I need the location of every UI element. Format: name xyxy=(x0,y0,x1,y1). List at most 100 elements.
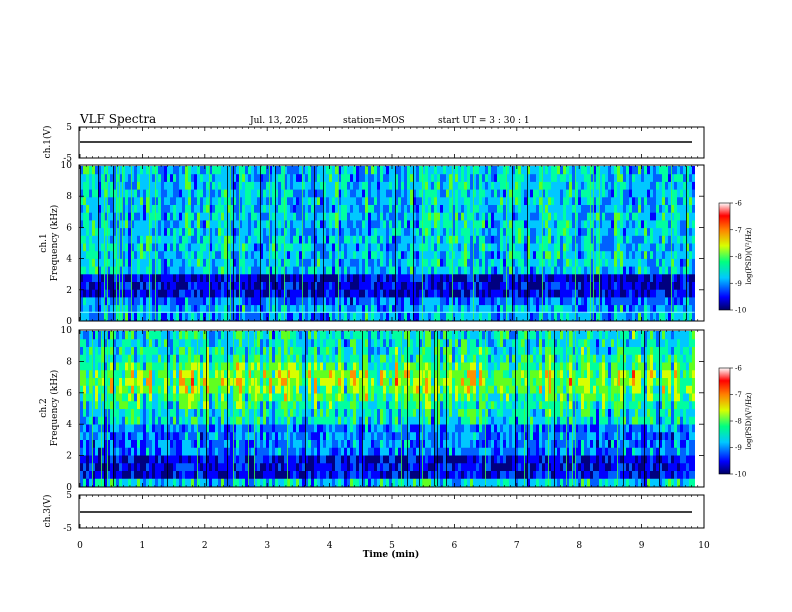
spectrogram-cell xyxy=(197,227,200,236)
spectrogram-cell xyxy=(182,243,185,252)
spectrogram-cell xyxy=(95,369,98,378)
spectrogram-cell xyxy=(554,281,557,290)
spectrogram-cell xyxy=(188,385,191,394)
spectrogram-cell xyxy=(428,181,431,190)
spectrogram-cell xyxy=(659,296,662,306)
spectrogram-cell xyxy=(110,166,113,175)
spectrogram-cell xyxy=(392,258,395,267)
spectrogram-cell xyxy=(122,235,125,244)
spectrogram-cell xyxy=(458,296,461,306)
spectrogram-cell xyxy=(479,196,482,205)
spectrogram-cell xyxy=(203,250,206,259)
spectrogram-cell xyxy=(662,304,665,313)
spectrogram-cell xyxy=(653,243,656,252)
spectrogram-cell xyxy=(332,304,335,313)
spectrogram-cell xyxy=(440,250,443,259)
spectrogram-cell xyxy=(230,212,233,221)
spectrogram-cell xyxy=(611,173,614,182)
spectrogram-cell xyxy=(143,431,146,440)
spectrogram-cell xyxy=(134,250,137,259)
spectrogram-cell xyxy=(149,273,152,282)
spectrogram-cell xyxy=(80,408,83,417)
spectrogram-cell xyxy=(104,281,107,290)
spectrogram-cell xyxy=(149,408,152,417)
spectrogram-cell xyxy=(599,289,602,298)
spectrogram-cell xyxy=(86,416,89,425)
spectrogram-cell xyxy=(536,212,539,221)
spectrogram-cell xyxy=(686,304,689,313)
spectrogram-cell xyxy=(113,266,116,275)
spectrogram-cell xyxy=(362,212,365,221)
spectrogram-cell xyxy=(128,235,131,244)
spectrogram-cell xyxy=(383,281,386,290)
spectrogram-cell xyxy=(491,296,494,306)
spectrogram-cell xyxy=(131,385,134,394)
spectrogram-cell xyxy=(149,196,152,205)
spectrogram-cell xyxy=(164,338,167,347)
spectrogram-cell xyxy=(293,212,296,221)
spectrogram-cell xyxy=(200,354,203,363)
spectrogram-cell xyxy=(659,273,662,282)
spectrogram-cell xyxy=(446,173,449,182)
spectrogram-cell xyxy=(293,173,296,182)
spectrogram-cell xyxy=(443,189,446,198)
spectrogram-cell xyxy=(275,196,278,205)
spectrogram-cell xyxy=(113,385,116,394)
spectrogram-cell xyxy=(116,354,119,363)
spectrogram-cell xyxy=(590,204,593,213)
spectrogram-cell xyxy=(185,312,188,321)
spectrogram-cell xyxy=(524,273,527,282)
sferic-streak xyxy=(104,331,105,486)
spectrogram-cell xyxy=(101,455,104,464)
spectrogram-cell xyxy=(290,219,293,229)
spectrogram-cell xyxy=(125,289,128,298)
spectrogram-cell xyxy=(197,281,200,290)
spectrogram-cell xyxy=(275,312,278,321)
spectrogram-cell xyxy=(128,400,131,409)
spectrogram-cell xyxy=(629,312,632,321)
spectrogram-cell xyxy=(146,385,149,394)
spectrogram-cell xyxy=(560,166,563,175)
spectrogram-cell xyxy=(218,196,221,205)
spectrogram-cell xyxy=(599,243,602,252)
spectrogram-cell xyxy=(95,227,98,236)
spectrogram-cell xyxy=(89,462,92,471)
spectrogram-cell xyxy=(464,227,467,236)
spectrogram-cell xyxy=(437,204,440,213)
spectrogram-cell xyxy=(284,196,287,205)
spectrogram-cell xyxy=(494,250,497,259)
spectrogram-cell xyxy=(359,289,362,298)
spectrogram-cell xyxy=(383,204,386,213)
spectrogram-cell xyxy=(266,204,269,213)
spectrogram-cell xyxy=(86,189,89,198)
spectrogram-cell xyxy=(608,173,611,182)
spectrogram-cell xyxy=(632,196,635,205)
spectrogram-cell xyxy=(671,273,674,282)
spectrogram-cell xyxy=(365,281,368,290)
spectrogram-cell xyxy=(398,289,401,298)
spectrogram-cell xyxy=(377,250,380,259)
spectrogram-cell xyxy=(371,296,374,306)
spectrogram-cell xyxy=(233,204,236,213)
spectrogram-cell xyxy=(422,181,425,190)
spectrogram-cell xyxy=(638,289,641,298)
spectrogram-cell xyxy=(575,235,578,244)
spectrogram-cell xyxy=(557,243,560,252)
spectrogram-cell xyxy=(533,281,536,290)
spectrogram-cell xyxy=(272,173,275,182)
spectrogram-cell xyxy=(551,189,554,198)
ch1-voltage-frame xyxy=(78,126,705,159)
spectrogram-cell xyxy=(497,296,500,306)
spectrogram-cell xyxy=(281,304,284,313)
spectrogram-cell xyxy=(686,219,689,229)
spectrogram-cell xyxy=(158,219,161,229)
spectrogram-cell xyxy=(263,166,266,175)
spectrogram-cell xyxy=(92,243,95,252)
spectrogram-cell xyxy=(635,235,638,244)
spectrogram-cell xyxy=(176,281,179,290)
spectrogram-cell xyxy=(233,258,236,267)
spectrogram-cell xyxy=(407,181,410,190)
spectrogram-cell xyxy=(92,385,95,394)
spectrogram-cell xyxy=(356,204,359,213)
spectrogram-cell xyxy=(158,304,161,313)
